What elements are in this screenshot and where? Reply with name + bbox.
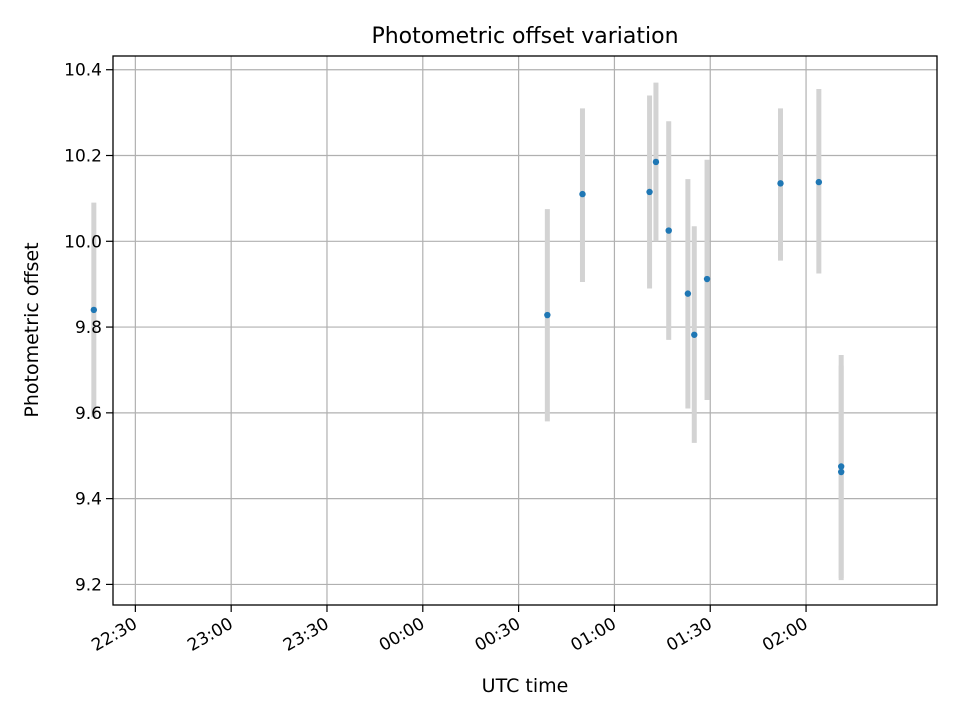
axis-ticks: 22:30 23:00 23:30 00:00 00:30 01:00 01:30 02:00… xyxy=(64,61,811,656)
y-tick-label: 10.4 xyxy=(64,61,102,81)
data-point xyxy=(837,463,845,470)
data-point xyxy=(646,188,653,196)
x-tick-label: 01:30 xyxy=(663,614,715,656)
x-axis-label: UTC time xyxy=(482,675,569,697)
x-tick-label: 23:00 xyxy=(184,614,236,656)
x-tick-label: 22:30 xyxy=(88,614,140,656)
y-tick-label: 9.4 xyxy=(75,490,102,510)
y-tick-label: 10.2 xyxy=(64,147,102,167)
data-point xyxy=(703,275,711,283)
x-tick-label: 00:30 xyxy=(472,614,524,656)
data-point xyxy=(665,227,672,234)
chart-title: Photometric offset variation xyxy=(371,24,678,49)
data-point xyxy=(777,180,784,187)
data-point xyxy=(579,190,586,198)
data-point xyxy=(837,468,845,476)
x-tick-label: 23:30 xyxy=(280,614,332,656)
data-points xyxy=(90,158,845,476)
y-tick-label: 10.0 xyxy=(64,232,102,252)
error-bars xyxy=(91,82,844,581)
data-point xyxy=(652,158,660,166)
data-point xyxy=(691,331,698,338)
data-point xyxy=(90,306,98,314)
y-axis-label: Photometric offset xyxy=(21,242,43,417)
y-tick-label: 9.8 xyxy=(75,318,102,338)
plot-frame xyxy=(112,55,938,606)
x-tick-label: 02:00 xyxy=(759,614,811,656)
data-point xyxy=(815,178,823,186)
x-tick-label: 01:00 xyxy=(567,614,619,656)
y-tick-label: 9.6 xyxy=(75,404,102,424)
data-point xyxy=(544,311,551,319)
data-point xyxy=(684,290,692,297)
x-tick-label: 00:00 xyxy=(376,614,428,656)
grid xyxy=(113,56,937,605)
y-tick-label: 9.2 xyxy=(75,575,102,595)
